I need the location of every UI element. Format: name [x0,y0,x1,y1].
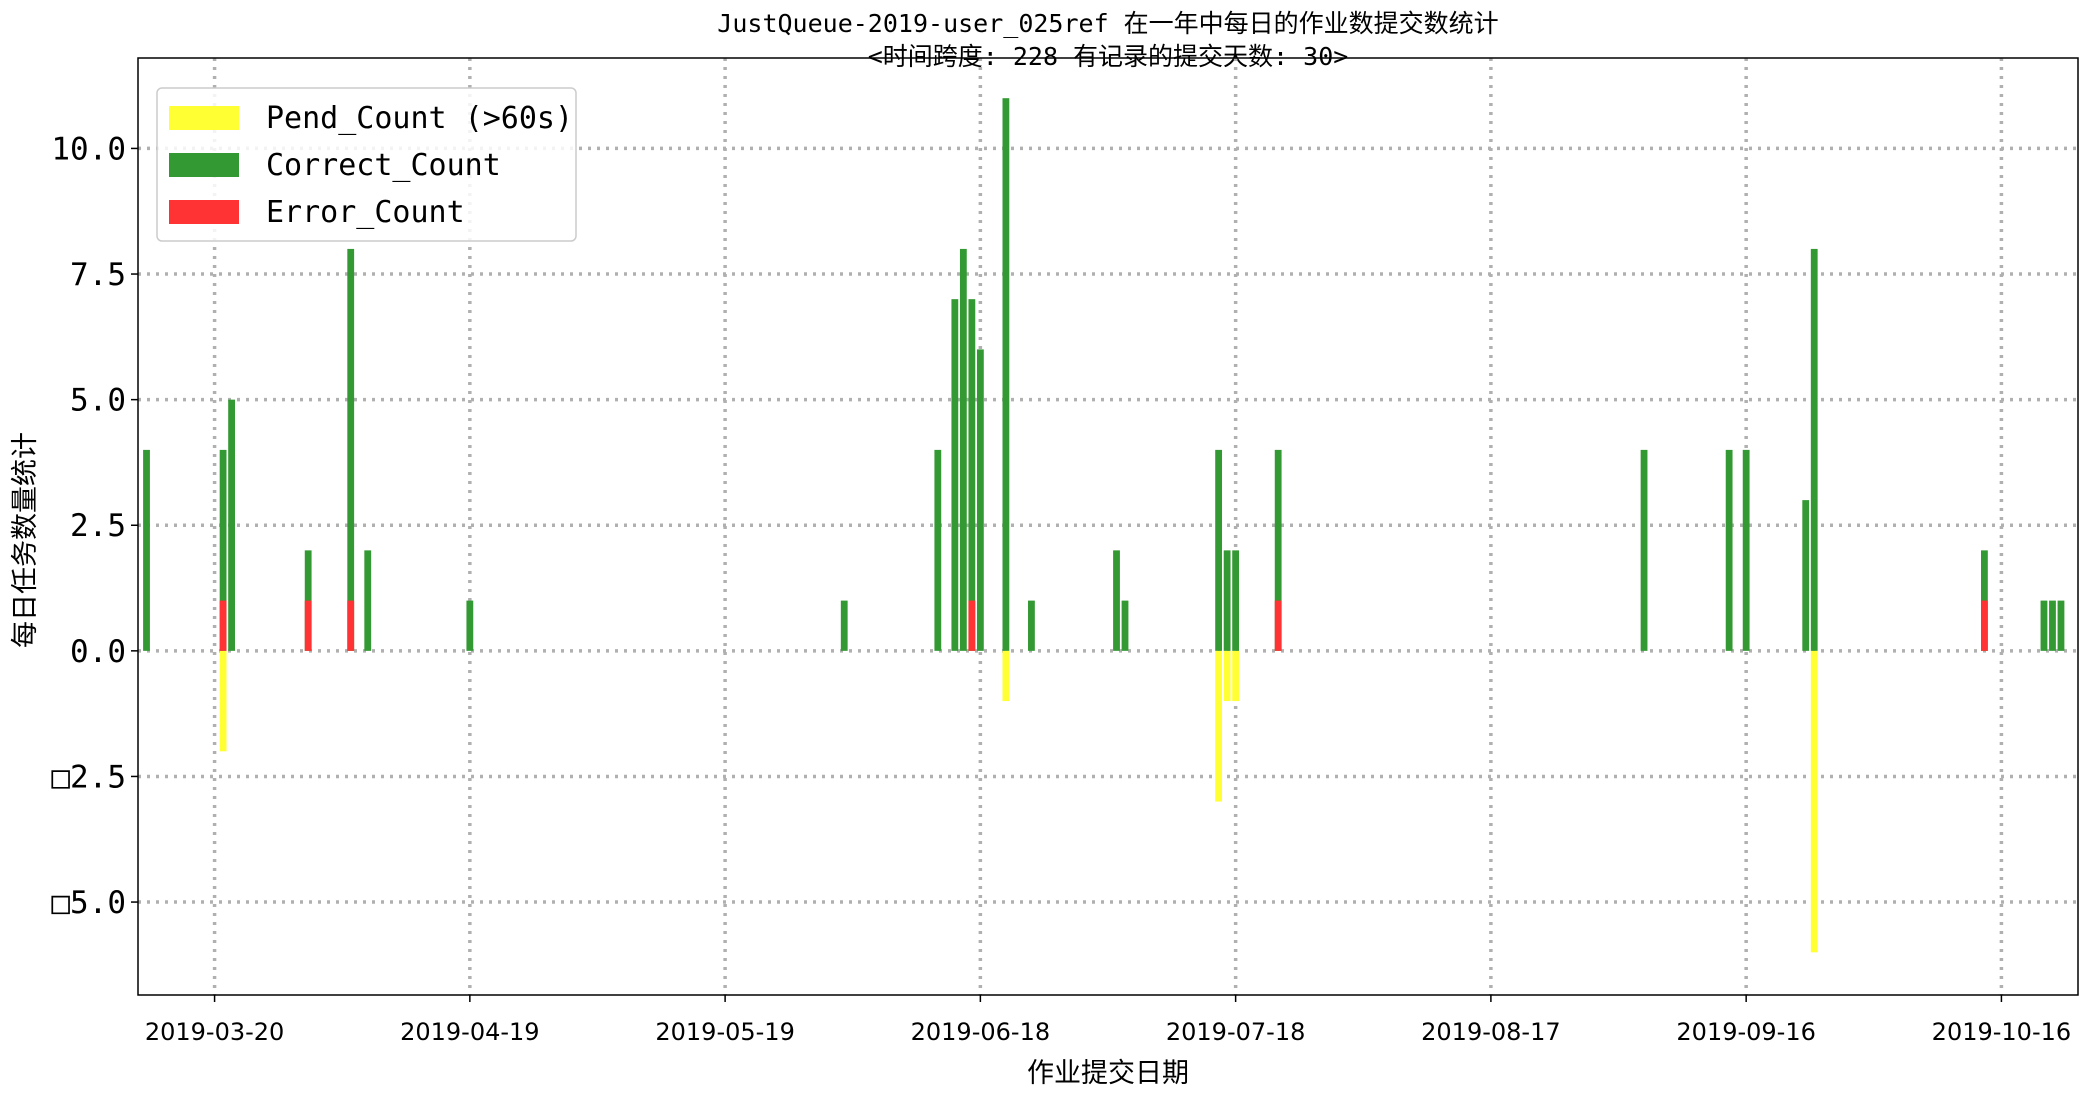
bar-error [219,600,227,651]
legend-frame [156,87,577,242]
bar-correct [466,600,474,651]
legend-label-pend: Pend_Count (>60s) [266,101,573,136]
x-tick-label: 2019-03-20 [145,1018,284,1046]
bar-correct [143,449,150,651]
bar-correct [2057,600,2065,651]
legend-swatch-correct [169,153,239,177]
x-axis-ticks: 2019-03-20 2019-04-19 2019-05-19 2019-06-18… [145,995,2071,1046]
bar-correct [968,299,976,651]
y-tick-label: □5.0 [51,885,126,921]
bar-correct [219,449,227,651]
y-axis-label: 每日任务数量统计 [10,432,41,648]
chart-title-line2: <时间跨度: 228 有记录的提交天数: 30> [868,42,1349,71]
bar-correct [1725,449,1733,651]
y-tick-label: 5.0 [70,383,126,419]
bar-pend [1215,650,1223,802]
bar-pend [1232,650,1240,702]
bar-correct [840,600,848,651]
bar-correct [1232,550,1240,651]
plot-frame [137,57,2079,996]
y-tick-label: 7.5 [70,257,126,293]
chart-title-line1: JustQueue-2019-user_025ref 在一年中每日的作业数提交数… [717,9,1498,38]
bar-pend [1810,650,1818,953]
bar-error [968,600,976,651]
bars [143,98,2065,953]
legend-swatch-pend [169,106,239,130]
bar-correct [1002,98,1010,651]
x-tick-label: 2019-09-16 [1676,1018,1815,1046]
bar-correct [2049,600,2056,651]
x-axis-label: 作业提交日期 [1027,1058,1189,1089]
bar-correct [347,248,355,651]
bar-correct [1274,449,1282,651]
bar-correct [1215,449,1223,651]
bar-correct [1028,600,1035,651]
y-axis-ticks: □5.0 □2.5 0.0 2.5 5.0 7.5 10.0 [51,131,138,921]
bar-correct [1802,500,1810,651]
bar-error [1274,600,1282,651]
bar-pend [219,650,227,752]
y-tick-label: 10.0 [51,131,126,167]
legend-label-correct: Correct_Count [266,148,501,183]
bar-correct [2040,600,2048,651]
bar-correct [976,349,984,651]
y-tick-label: □2.5 [51,759,126,795]
x-tick-label: 2019-08-17 [1421,1018,1560,1046]
bar-error [304,600,312,651]
y-tick-label: 2.5 [70,508,126,544]
x-tick-label: 2019-05-19 [655,1018,794,1046]
bar-correct [1640,449,1648,651]
bar-correct [951,299,959,651]
bar-correct [1113,550,1120,651]
bar-pend [1223,650,1231,702]
x-tick-label: 2019-10-16 [1932,1018,2071,1046]
legend-label-error: Error_Count [266,195,465,230]
bar-correct [934,449,942,651]
bar-correct [1223,550,1231,651]
x-tick-label: 2019-07-18 [1166,1018,1305,1046]
bar-correct [1810,248,1818,651]
legend-swatch-error [169,200,239,224]
x-tick-label: 2019-04-19 [400,1018,539,1046]
bar-correct [1121,600,1129,651]
x-tick-label: 2019-06-18 [911,1018,1050,1046]
bar-error [347,600,355,651]
bar-correct [959,248,967,651]
bar-correct [364,550,372,651]
bar-correct [228,399,235,651]
bar-correct [1742,449,1750,651]
bar-error [1981,600,1988,651]
y-tick-label: 0.0 [70,634,126,670]
legend: Pend_Count (>60s) Correct_Count Error_Co… [156,87,577,242]
bar-pend [1002,650,1010,702]
